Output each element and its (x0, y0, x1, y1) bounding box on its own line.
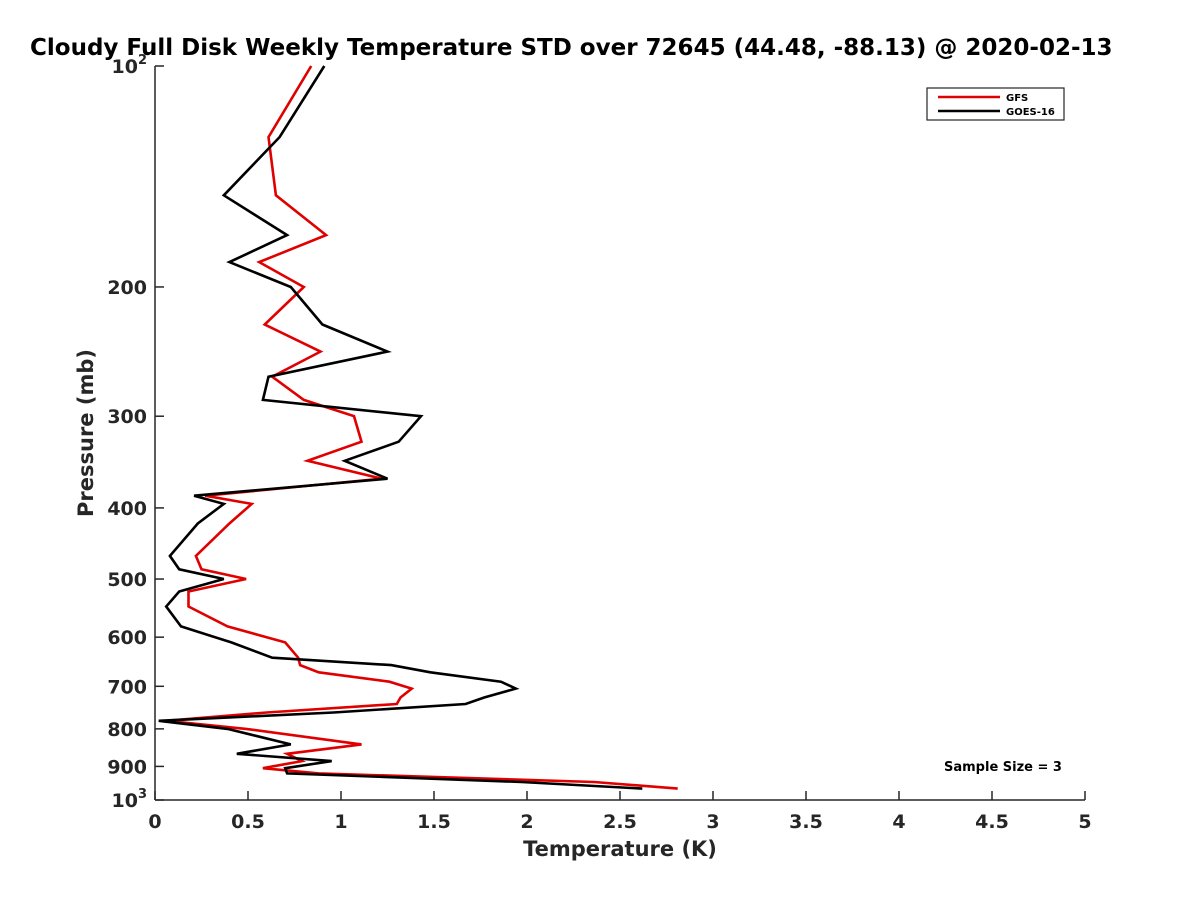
plot-area (155, 66, 1085, 800)
legend-box (926, 87, 1065, 121)
x-tick-label: 1 (334, 811, 347, 833)
y-tick-label: 500 (107, 569, 147, 591)
y-tick-label: 600 (107, 627, 147, 649)
y-tick-label: 300 (107, 406, 147, 428)
x-tick-label: 2.5 (603, 811, 637, 833)
legend-label-goes16: GOES-16 (1006, 107, 1055, 118)
y-tick-label: 900 (107, 756, 147, 778)
axes: 0 0.5 1 1.5 2 2.5 3 3.5 4 4.5 5 102 200 300 400 500 600 7… (107, 53, 1091, 833)
chart-title: Cloudy Full Disk Weekly Temperature STD … (30, 35, 1113, 61)
x-tick-label: 2 (520, 811, 533, 833)
legend-label-gfs: GFS (1006, 93, 1028, 104)
x-tick-label: 3.5 (789, 811, 823, 833)
series-line-gfs (166, 65, 678, 790)
legend: GFS GOES-16 (926, 87, 1065, 121)
x-tick-label: 1.5 (417, 811, 451, 833)
x-tick-label: 0 (148, 811, 161, 833)
y-tick-label: 102 (112, 53, 148, 78)
x-tick-label: 4 (892, 811, 905, 833)
y-tick-label: 400 (107, 498, 147, 520)
x-tick-label: 0.5 (231, 811, 265, 833)
x-tick-label: 4.5 (975, 811, 1009, 833)
x-tick-label: 3 (706, 811, 719, 833)
series-line-goes16 (158, 65, 643, 790)
series-layer (158, 65, 678, 790)
x-tick-label: 5 (1078, 811, 1091, 833)
y-tick-label: 700 (107, 676, 147, 698)
x-axis-label: Temperature (K) (523, 837, 717, 861)
sample-size-annotation: Sample Size = 3 (944, 760, 1062, 775)
y-tick-label: 103 (112, 787, 148, 812)
y-axis-label: Pressure (mb) (74, 349, 98, 517)
y-tick-label: 800 (107, 719, 147, 741)
y-tick-label: 200 (107, 277, 147, 299)
